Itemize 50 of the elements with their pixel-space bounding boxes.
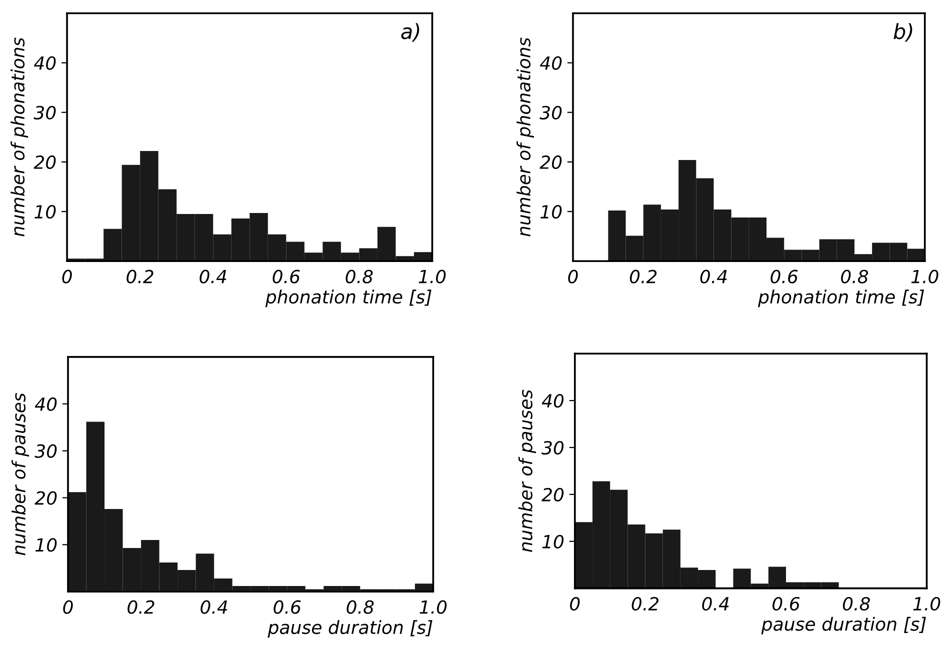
y-tick-label: 40 (542, 394, 564, 408)
y-tick-label: 40 (34, 397, 57, 411)
x-tick-label: 1.0 (911, 270, 938, 284)
x-tick-label: 0.8 (842, 596, 870, 611)
x-tick-label: 0 (570, 596, 580, 611)
y-tick-label: 10 (540, 204, 562, 219)
x-tick-label: 1.0 (418, 270, 446, 284)
y-axis-title: number of pauses (518, 390, 536, 552)
x-tick-label: 1.0 (913, 596, 940, 611)
annotation: a) (401, 23, 420, 42)
x-tick-label: 0.4 (702, 596, 729, 611)
y-tick-label: 40 (34, 56, 56, 70)
y-tick-label: 40 (540, 56, 562, 70)
x-tick-label: 0.2 (630, 270, 657, 284)
y-tick-label: 10 (35, 538, 57, 552)
x-tick-label: 0 (63, 600, 73, 614)
x-tick-label: 0.4 (200, 600, 228, 614)
x-tick-label: 0.6 (770, 270, 798, 284)
y-axis-title: number of pauses (12, 393, 30, 556)
y-tick-label: 20 (34, 491, 57, 505)
annotation: b) (894, 23, 912, 42)
y-tick-label: 20 (542, 488, 564, 502)
y-tick-label: 10 (542, 534, 564, 548)
y-tick-label: 30 (34, 444, 57, 458)
y-tick-label: 20 (34, 155, 56, 170)
x-tick-label: 0.8 (841, 270, 868, 284)
x-axis-title: phonation time [s] (758, 290, 924, 308)
x-tick-label: 0.2 (126, 270, 154, 284)
y-tick-label: 30 (540, 106, 562, 120)
x-axis-title: pause duration [s] (761, 616, 926, 634)
x-tick-label: 0.2 (128, 600, 154, 614)
x-tick-label: 1.0 (420, 600, 447, 614)
y-axis-title: number of phonations (516, 38, 534, 236)
x-axis-title: phonation time [s] (265, 290, 432, 308)
y-tick-label: 10 (34, 204, 56, 219)
x-tick-label: 0.6 (772, 596, 800, 611)
x-tick-label: 0.4 (700, 270, 727, 284)
x-tick-label: 0.8 (346, 270, 373, 284)
x-tick-label: 0.6 (272, 270, 300, 284)
y-tick-label: 30 (34, 106, 56, 120)
x-tick-label: 0.2 (632, 596, 658, 611)
y-tick-label: 20 (540, 155, 562, 170)
x-tick-label: 0.6 (274, 600, 301, 614)
y-axis-title: number of phonations (10, 38, 28, 236)
x-tick-label: 0.4 (200, 270, 226, 284)
x-tick-label: 0.8 (346, 600, 374, 614)
y-tick-label: 30 (542, 440, 564, 455)
x-tick-label: 0 (62, 270, 72, 284)
x-tick-label: 0 (568, 270, 578, 284)
x-axis-title: pause duration [s] (268, 620, 432, 638)
